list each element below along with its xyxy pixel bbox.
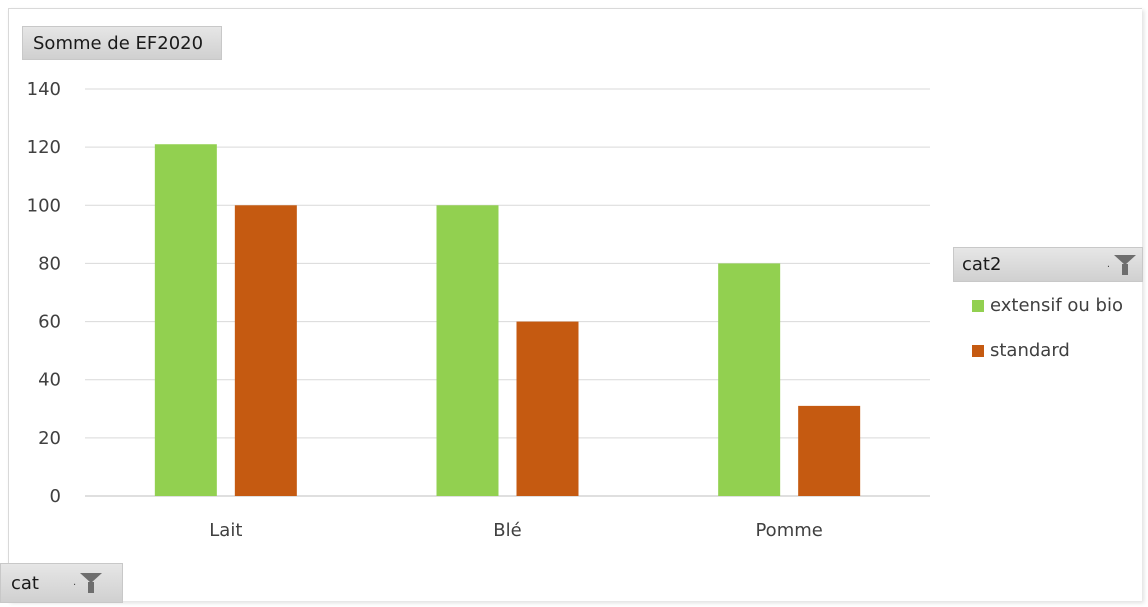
legend-swatch-extensif	[972, 299, 984, 312]
legend-field-label: cat2	[962, 254, 1002, 275]
bar	[718, 263, 781, 496]
y-tick-label: 60	[38, 312, 61, 333]
legend-field-button[interactable]: cat2 .	[953, 247, 1143, 282]
value-field-button[interactable]: Somme de EF2020	[22, 26, 222, 60]
x-tick-label: Lait	[209, 520, 242, 541]
x-tick-label: Pomme	[755, 520, 822, 541]
y-tick-label: 140	[27, 79, 61, 100]
value-field-label: Somme de EF2020	[33, 32, 204, 54]
y-tick-label: 20	[38, 428, 61, 449]
y-tick-label: 80	[38, 253, 61, 274]
bar	[154, 144, 217, 496]
axis-field-label: cat	[11, 572, 39, 594]
legend-label-extensif: extensif ou bio	[990, 295, 1123, 316]
bar	[436, 205, 499, 497]
bar	[234, 205, 297, 497]
y-tick-label: 0	[50, 486, 61, 507]
y-tick-label: 100	[27, 195, 61, 216]
legend-swatch-standard	[972, 344, 984, 357]
axis-field-button[interactable]: cat .	[0, 563, 123, 603]
y-tick-label: 40	[38, 370, 61, 391]
legend-item-standard: standard	[972, 340, 1070, 361]
axis-filter-icon[interactable]: .	[73, 573, 103, 593]
legend-filter-icon[interactable]: .	[1107, 255, 1136, 275]
y-tick-label: 120	[27, 137, 61, 158]
bar	[516, 321, 579, 496]
x-tick-label: Blé	[493, 520, 521, 541]
legend-item-extensif: extensif ou bio	[972, 295, 1123, 316]
bar	[798, 405, 861, 496]
chart-area	[8, 8, 1142, 601]
legend-label-standard: standard	[990, 340, 1070, 361]
